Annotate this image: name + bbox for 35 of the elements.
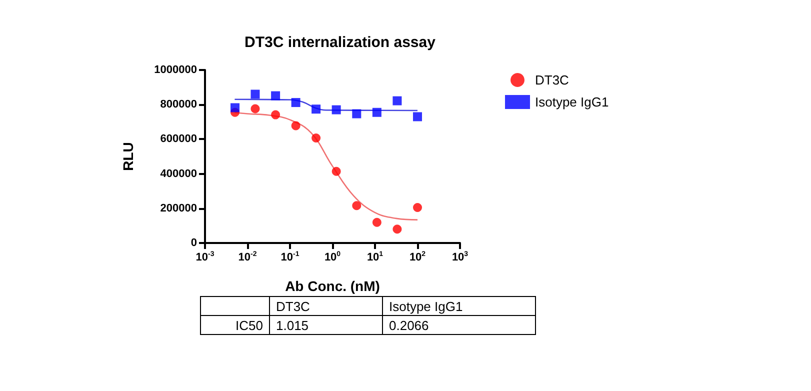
point [230, 103, 240, 112]
x-axis-title: Ab Conc. (nM) [285, 278, 380, 294]
y-tick-label: 600000 [160, 133, 197, 146]
point [413, 203, 422, 212]
text: DT3C [276, 298, 310, 314]
text: 1.015 [270, 316, 382, 334]
point [392, 96, 402, 106]
point [291, 121, 300, 130]
y-tick-label: 400000 [160, 168, 197, 180]
y-tick-label: 800000 [160, 98, 197, 111]
point [372, 108, 382, 117]
point [392, 224, 402, 234]
y-tick-label: 200000 [160, 202, 197, 214]
chart-title: DT3C internalization assay [244, 34, 436, 51]
point [250, 104, 260, 114]
point [312, 133, 321, 142]
legend-label: DT3C [535, 72, 569, 88]
y-tick-label: 0 [190, 237, 197, 249]
text: Isotype IgG1 [389, 298, 463, 314]
point [413, 112, 422, 122]
point [271, 110, 280, 120]
point [332, 166, 341, 176]
point [271, 91, 280, 100]
text: 0.2066 [382, 316, 536, 334]
y-axis-title: RLU [120, 142, 136, 171]
y-tick-label: 1000000 [154, 64, 197, 76]
legend-label: Isotype IgG1 [535, 94, 609, 110]
point [332, 105, 341, 114]
point [250, 90, 260, 99]
point [291, 98, 300, 108]
point [312, 104, 321, 114]
text: IC50 [200, 316, 270, 334]
point [372, 218, 382, 227]
point [352, 201, 362, 210]
point [352, 109, 362, 118]
